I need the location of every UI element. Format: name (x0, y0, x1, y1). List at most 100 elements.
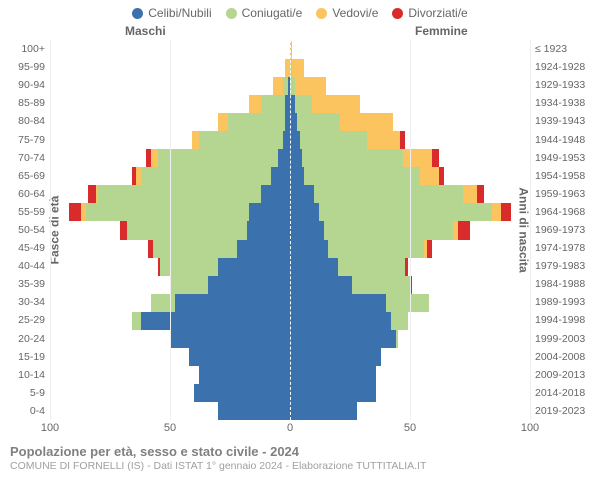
age-label: 0-4 (0, 405, 45, 417)
bar-segment (338, 258, 405, 276)
gender-headers: Maschi Femmine (0, 24, 600, 40)
legend: Celibi/NubiliConiugati/eVedovi/eDivorzia… (0, 0, 600, 24)
bar-segment (249, 95, 261, 113)
birth-year-label: 1964-1968 (535, 206, 600, 218)
bar-segment (290, 203, 319, 221)
age-label: 85-89 (0, 97, 45, 109)
x-tick: 50 (404, 422, 416, 434)
grid: Fasce di età Anni di nascita 100+≤ 19239… (50, 40, 530, 420)
birth-year-label: 1969-1973 (535, 224, 600, 236)
age-label: 25-29 (0, 314, 45, 326)
age-label: 40-44 (0, 260, 45, 272)
bar-segment (290, 384, 376, 402)
bar-segment (175, 294, 290, 312)
birth-year-label: 1954-1958 (535, 170, 600, 182)
birth-year-label: 1979-1983 (535, 260, 600, 272)
bar-segment (158, 149, 278, 167)
chart-title: Popolazione per età, sesso e stato civil… (10, 444, 590, 459)
bar-segment (249, 203, 290, 221)
birth-year-label: 1929-1933 (535, 79, 600, 91)
bar-segment (194, 384, 290, 402)
bar-segment (237, 240, 290, 258)
bar-segment (405, 258, 407, 276)
chart-subtitle: COMUNE DI FORNELLI (IS) - Dati ISTAT 1° … (10, 460, 590, 472)
birth-year-label: 1924-1928 (535, 61, 600, 73)
legend-item: Celibi/Nubili (132, 6, 211, 20)
age-label: 30-34 (0, 296, 45, 308)
bar-segment (319, 203, 492, 221)
bar-segment (304, 167, 419, 185)
bar-segment (290, 258, 338, 276)
age-label: 80-84 (0, 115, 45, 127)
birth-year-label: 1984-1988 (535, 278, 600, 290)
bar-segment (153, 240, 237, 258)
bar-segment (278, 149, 290, 167)
bar-segment (120, 221, 127, 239)
bar-segment (208, 276, 290, 294)
x-tick: 0 (287, 422, 293, 434)
age-label: 5-9 (0, 387, 45, 399)
gridline (410, 40, 411, 420)
bar-segment (88, 185, 95, 203)
age-label: 35-39 (0, 278, 45, 290)
bar-segment (151, 149, 158, 167)
age-label: 60-64 (0, 188, 45, 200)
age-label: 45-49 (0, 242, 45, 254)
birth-year-label: 1934-1938 (535, 97, 600, 109)
bar-segment (314, 185, 463, 203)
bar-segment (69, 203, 81, 221)
birth-year-label: 1949-1953 (535, 152, 600, 164)
legend-label: Coniugati/e (242, 6, 303, 20)
bar-segment (352, 276, 410, 294)
bar-segment (290, 131, 300, 149)
bar-segment (292, 59, 304, 77)
bar-segment (297, 113, 340, 131)
birth-year-label: 2019-2023 (535, 405, 600, 417)
age-label: 90-94 (0, 79, 45, 91)
bar-segment (391, 312, 408, 330)
x-axis: 10050050100 (50, 420, 530, 440)
bar-segment (290, 402, 357, 420)
header-female: Femmine (415, 24, 468, 38)
bar-segment (302, 149, 403, 167)
legend-swatch (316, 8, 327, 19)
bar-segment (127, 221, 247, 239)
age-label: 20-24 (0, 333, 45, 345)
legend-swatch (226, 8, 237, 19)
bar-segment (132, 312, 142, 330)
birth-year-label: 2004-2008 (535, 351, 600, 363)
bar-segment (98, 185, 261, 203)
bar-segment (386, 294, 429, 312)
bar-segment (141, 312, 290, 330)
birth-year-label: 1989-1993 (535, 296, 600, 308)
bar-segment (218, 258, 290, 276)
age-label: 100+ (0, 43, 45, 55)
bar-segment (290, 113, 297, 131)
header-male: Maschi (125, 24, 166, 38)
bar-segment (290, 312, 391, 330)
bar-segment (477, 185, 484, 203)
bar-segment (427, 240, 432, 258)
bar-segment (218, 402, 290, 420)
bar-segment (463, 185, 477, 203)
bar-segment (290, 348, 381, 366)
bar-segment (290, 240, 328, 258)
x-tick: 100 (521, 422, 539, 434)
bar-segment (170, 330, 290, 348)
age-label: 65-69 (0, 170, 45, 182)
bar-segment (261, 185, 290, 203)
birth-year-label: 2014-2018 (535, 387, 600, 399)
birth-year-label: 2009-2013 (535, 369, 600, 381)
bar-segment (271, 167, 290, 185)
bar-segment (403, 149, 432, 167)
bar-segment (367, 131, 401, 149)
birth-year-label: 1939-1943 (535, 115, 600, 127)
bar-segment (400, 131, 405, 149)
bar-segment (189, 348, 290, 366)
bar-segment (492, 203, 502, 221)
bar-segment (151, 294, 175, 312)
gridline (170, 40, 171, 420)
bar-segment (290, 330, 396, 348)
bar-segment (312, 95, 360, 113)
bar-segment (290, 185, 314, 203)
